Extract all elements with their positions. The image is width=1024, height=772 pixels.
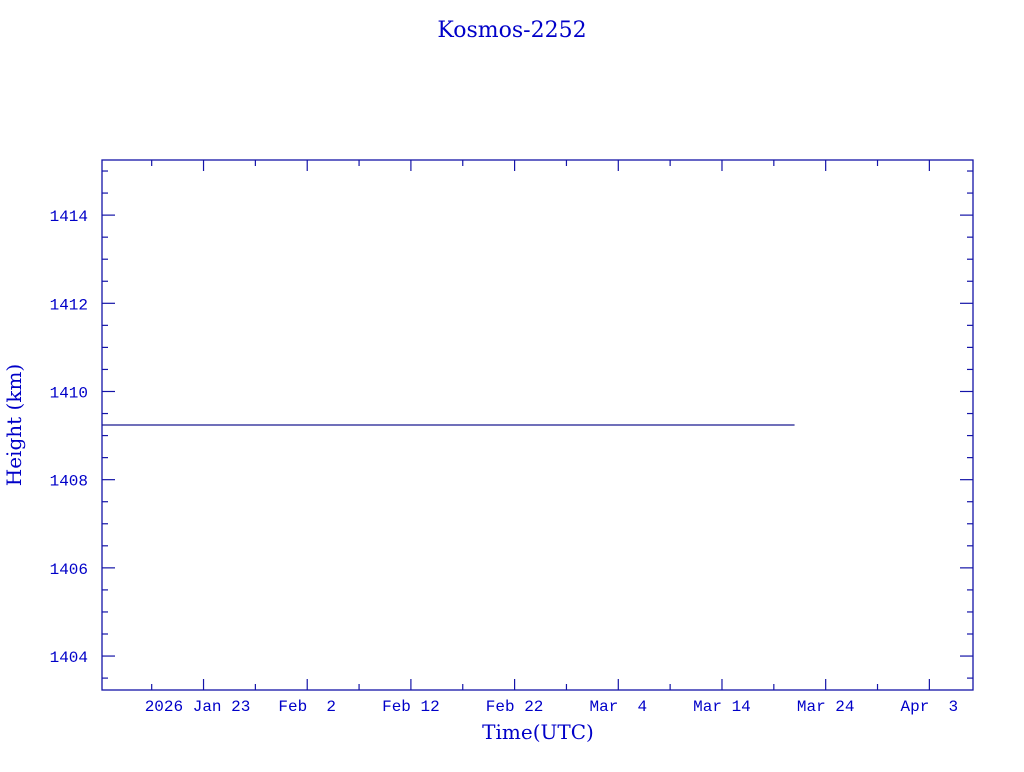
y-tick-label: 1414 bbox=[50, 208, 88, 226]
x-tick-label: Feb 12 bbox=[382, 698, 440, 716]
y-tick-label: 1404 bbox=[50, 649, 88, 667]
x-tick-label: Apr 3 bbox=[901, 698, 959, 716]
x-axis-label: Time(UTC) bbox=[482, 720, 594, 744]
x-tick-label: Mar 14 bbox=[693, 698, 751, 716]
x-tick-label: Feb 22 bbox=[486, 698, 544, 716]
y-tick-label: 1412 bbox=[50, 296, 88, 314]
x-tick-label: Mar 4 bbox=[589, 698, 647, 716]
y-tick-label: 1406 bbox=[50, 561, 88, 579]
x-tick-label: 2026 Jan 23 bbox=[145, 698, 251, 716]
x-tick-label: Feb 2 bbox=[278, 698, 336, 716]
y-tick-label: 1410 bbox=[50, 384, 88, 402]
y-tick-label: 1408 bbox=[50, 473, 88, 491]
y-axis-label: Height (km) bbox=[2, 364, 26, 486]
chart-title: Kosmos-2252 bbox=[437, 18, 586, 43]
x-tick-label: Mar 24 bbox=[797, 698, 855, 716]
